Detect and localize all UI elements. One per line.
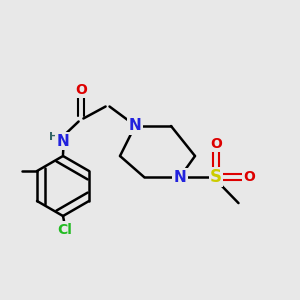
Text: O: O — [210, 137, 222, 151]
Text: Cl: Cl — [57, 223, 72, 236]
Text: N: N — [129, 118, 141, 134]
Text: N: N — [174, 169, 186, 184]
Text: O: O — [75, 83, 87, 97]
Text: H: H — [50, 131, 58, 142]
Text: S: S — [210, 168, 222, 186]
Text: N: N — [57, 134, 69, 148]
Text: O: O — [243, 170, 255, 184]
